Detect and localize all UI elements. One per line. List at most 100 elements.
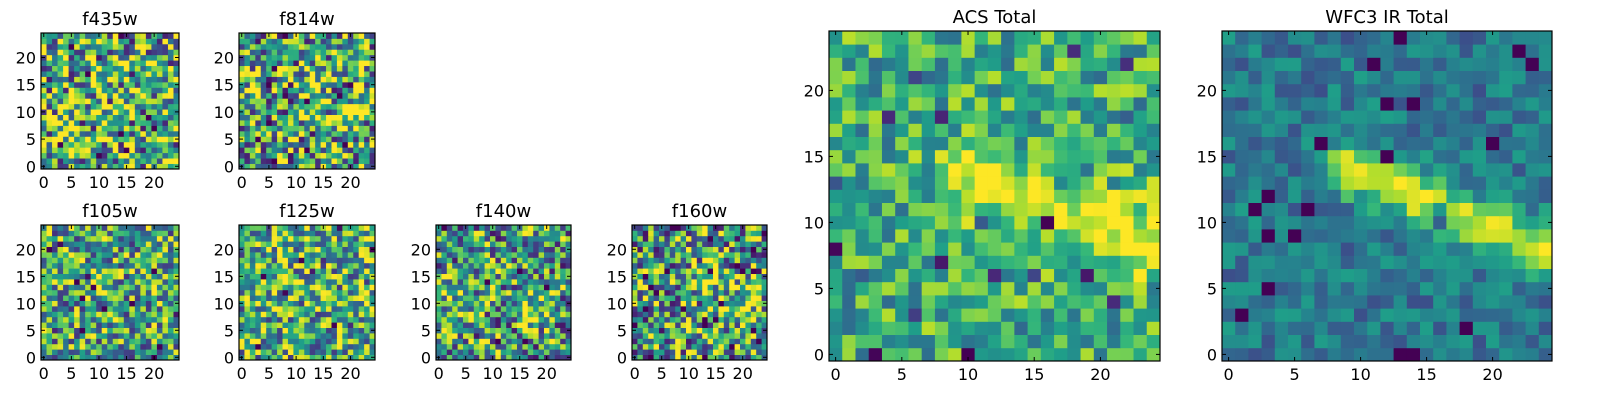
- heatmap-cell: [162, 114, 169, 121]
- heatmap-cell: [881, 189, 896, 203]
- heatmap-cell: [1040, 295, 1055, 309]
- heatmap-cell: [68, 109, 75, 115]
- heatmap-cell: [1459, 268, 1474, 283]
- heatmap-cell: [107, 262, 114, 269]
- heatmap-cell: [239, 71, 245, 77]
- heatmap-cell: [1235, 176, 1249, 190]
- heatmap-cell: [336, 125, 343, 132]
- heatmap-cell: [1459, 215, 1474, 230]
- heatmap-cell: [868, 83, 883, 98]
- heatmap-cell: [446, 316, 453, 323]
- heatmap-cell: [309, 306, 316, 312]
- heatmap-cell: [255, 158, 262, 164]
- heatmap-cell: [134, 343, 141, 350]
- heatmap-cell: [740, 333, 746, 339]
- heatmap-cell: [436, 268, 442, 274]
- heatmap-cell: [538, 338, 545, 345]
- heatmap-cell: [90, 284, 97, 291]
- heatmap-cell: [353, 311, 360, 318]
- heatmap-cell: [691, 349, 698, 355]
- heatmap-cell: [123, 109, 130, 115]
- heatmap-cell: [1067, 202, 1081, 217]
- heatmap-cell: [729, 268, 735, 274]
- heatmap-cell: [326, 109, 332, 115]
- heatmap-cell: [331, 343, 338, 350]
- heatmap-cell: [304, 65, 311, 72]
- heatmap-cell: [96, 65, 103, 72]
- heatmap-cell: [364, 322, 370, 328]
- x-tick-label: 0: [237, 364, 247, 383]
- heatmap-cell: [468, 295, 475, 301]
- heatmap-cell: [745, 257, 752, 264]
- heatmap-cell: [1107, 295, 1121, 309]
- heatmap-cell: [702, 354, 708, 361]
- heatmap-cell: [41, 349, 47, 355]
- heatmap-cell: [112, 246, 119, 253]
- heatmap-cell: [457, 273, 464, 280]
- heatmap-cell: [151, 71, 158, 77]
- heatmap-cell: [664, 262, 671, 269]
- heatmap-cell: [167, 246, 174, 253]
- heatmap-cell: [118, 98, 125, 105]
- heatmap-cell: [239, 279, 245, 285]
- heatmap-cell: [293, 252, 300, 258]
- heatmap-cell: [129, 103, 136, 110]
- heatmap-cell: [353, 349, 360, 355]
- heatmap-cell: [1067, 229, 1081, 243]
- heatmap-cell: [151, 262, 158, 269]
- heatmap-cell: [140, 252, 147, 258]
- heatmap-cell: [517, 273, 523, 280]
- heatmap-cell: [156, 38, 163, 45]
- heatmap-cell: [342, 273, 349, 280]
- heatmap-cell: [96, 279, 103, 285]
- heatmap-cell: [1107, 229, 1121, 243]
- heatmap-cell: [266, 87, 273, 94]
- heatmap-cell: [1080, 242, 1095, 256]
- heatmap-cell: [320, 343, 327, 350]
- heatmap-cell: [1067, 163, 1081, 177]
- heatmap-cell: [1261, 176, 1276, 190]
- y-tick-label: 20: [214, 240, 234, 259]
- heatmap-cell: [315, 109, 321, 115]
- heatmap-cell: [842, 242, 856, 256]
- heatmap-cell: [249, 235, 256, 242]
- heatmap-cell: [255, 273, 262, 280]
- heatmap-cell: [961, 31, 976, 45]
- heatmap-cell: [669, 279, 676, 285]
- heatmap-cell: [1327, 229, 1342, 243]
- heatmap-cell: [107, 141, 114, 148]
- heatmap-cell: [304, 311, 311, 318]
- heatmap-cell: [868, 334, 883, 349]
- heatmap-cell: [347, 130, 354, 137]
- heatmap-cell: [642, 241, 649, 247]
- heatmap-cell: [309, 257, 316, 264]
- heatmap-cell: [522, 343, 529, 350]
- heatmap-cell: [750, 252, 757, 258]
- heatmap-cell: [331, 268, 338, 274]
- heatmap-cell: [271, 158, 278, 164]
- heatmap-cell: [490, 349, 496, 355]
- heatmap-cell: [293, 43, 300, 50]
- heatmap-cell: [756, 343, 762, 350]
- heatmap-cell: [134, 327, 141, 334]
- heatmap-cell: [1120, 308, 1134, 322]
- heatmap-cell: [1027, 163, 1042, 177]
- heatmap-cell: [331, 311, 338, 318]
- heatmap-cell: [490, 262, 496, 269]
- heatmap-cell: [107, 103, 114, 110]
- heatmap-cell: [948, 255, 962, 269]
- heatmap-cell: [653, 300, 660, 307]
- heatmap-cell: [549, 230, 556, 237]
- heatmap-cell: [1367, 242, 1381, 256]
- heatmap-cell: [1014, 242, 1028, 256]
- heatmap-cell: [729, 300, 735, 307]
- heatmap-cell: [675, 262, 681, 269]
- heatmap-cell: [68, 158, 75, 164]
- heatmap-cell: [140, 225, 147, 231]
- heatmap-cell: [260, 163, 267, 170]
- heatmap-cell: [1120, 44, 1134, 58]
- heatmap-cell: [287, 87, 294, 94]
- heatmap-cell: [239, 65, 245, 72]
- heatmap-cell: [756, 295, 762, 301]
- heatmap-cell: [632, 289, 638, 296]
